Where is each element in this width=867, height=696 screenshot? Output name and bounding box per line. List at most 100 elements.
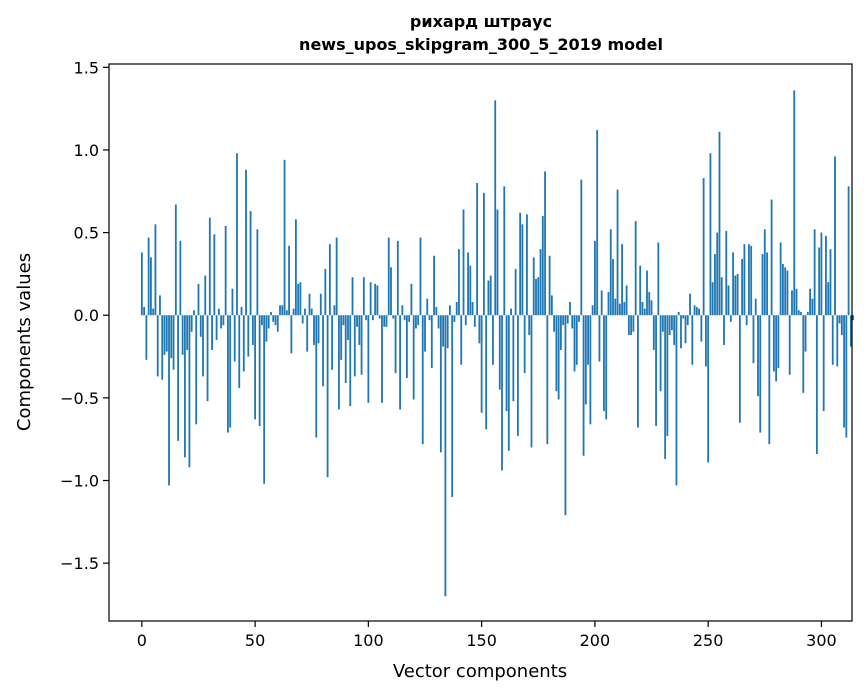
bar [612,259,614,316]
bar [530,315,533,448]
bar [684,315,687,344]
bar [181,315,184,355]
bar [317,315,320,344]
bar [254,315,257,420]
y-tick-label: −1.5 [60,554,99,573]
y-tick-label: −0.5 [60,389,99,408]
bar [795,288,798,316]
bar [358,315,361,345]
bar [399,315,401,410]
bar [820,232,823,316]
bar [161,315,164,380]
bar [258,315,261,426]
bar [288,245,290,316]
bar [290,315,293,354]
bar [834,156,836,316]
bar [426,298,429,316]
bar [766,252,768,316]
bar [208,217,211,316]
bar [227,315,229,433]
bar [294,219,297,316]
bar [723,315,725,345]
bar [786,270,789,316]
bar [788,315,791,375]
bar [831,315,834,365]
bar [584,315,587,405]
bar [811,298,814,316]
bar [605,315,608,420]
bar [709,153,712,316]
bar [591,305,594,316]
bar [562,315,565,326]
bar [580,179,583,316]
bar [326,315,329,478]
bar [825,235,827,316]
bar [220,315,223,329]
bar [711,282,714,316]
bar [319,293,322,316]
bar [691,315,694,365]
bar [177,315,179,441]
bar [564,315,567,516]
bar [251,315,254,345]
bar [550,295,553,316]
bar [487,280,490,316]
bar [761,254,764,316]
bar [338,315,340,410]
x-axis-label: Vector components [393,661,567,682]
bar [532,257,535,316]
bar [743,244,746,316]
bar [589,315,592,425]
bar [310,308,313,316]
bar [424,315,426,352]
bar [738,315,741,423]
bar [827,282,830,316]
bar [143,306,146,316]
bar [639,265,642,316]
bar [546,315,549,445]
bar [754,298,757,316]
bar [446,315,449,349]
bar [634,221,637,316]
x-tick-label: 100 [353,631,384,650]
bar [152,308,155,316]
bar [725,230,728,316]
bar [675,315,678,486]
bar [630,315,633,336]
bar [202,315,204,377]
bar [204,275,207,316]
bar [800,311,802,316]
bar [750,245,753,316]
bar [249,211,252,316]
bar [614,298,617,316]
bar [421,315,424,445]
bar [623,302,626,316]
bar [467,252,469,316]
bar [453,315,456,322]
bar [369,282,372,316]
bar [507,315,510,451]
bar [648,292,651,316]
bar [401,305,404,316]
bar [526,214,528,316]
bar [573,315,576,372]
bar [195,315,198,425]
bar [362,277,365,316]
bar [646,270,648,316]
x-tick-label: 50 [245,631,265,650]
bar [732,252,734,316]
bar [492,315,494,365]
bar [655,315,657,426]
bar [306,315,309,352]
bar [190,315,193,332]
bar [700,315,703,342]
bar [818,247,821,316]
bar [217,308,220,316]
bar [752,315,755,364]
bar [183,315,186,458]
plot-frame [108,63,853,622]
bar [659,315,662,392]
bar [381,315,383,403]
bar [566,315,569,324]
